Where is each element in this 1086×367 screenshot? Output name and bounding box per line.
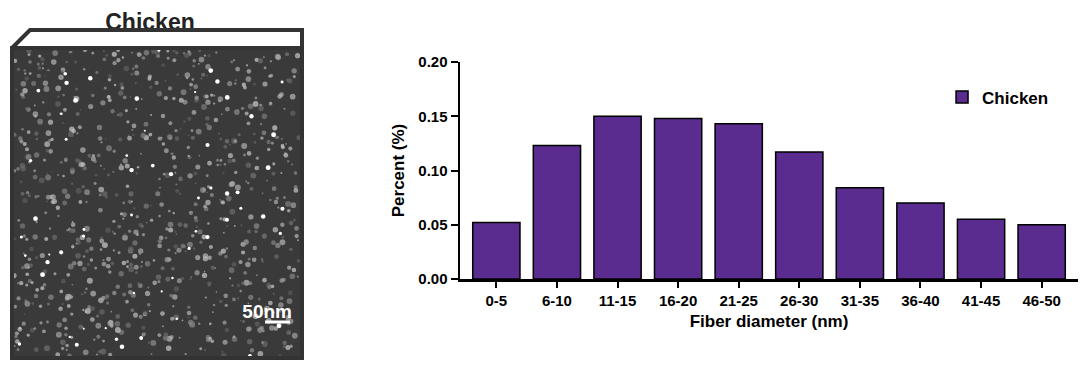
svg-text:0.10: 0.10 [418,162,447,179]
svg-text:50nm: 50nm [242,301,292,322]
svg-text:36-40: 36-40 [901,292,939,309]
svg-text:0.15: 0.15 [418,108,447,125]
svg-text:0.00: 0.00 [418,270,447,287]
svg-text:6-10: 6-10 [542,292,572,309]
svg-text:21-25: 21-25 [720,292,758,309]
svg-text:16-20: 16-20 [659,292,697,309]
svg-text:0.20: 0.20 [418,53,447,70]
svg-text:26-30: 26-30 [780,292,818,309]
svg-text:41-45: 41-45 [962,292,1000,309]
svg-text:Chicken: Chicken [105,9,195,35]
svg-text:Percent (%): Percent (%) [389,124,408,218]
svg-text:0.05: 0.05 [418,216,447,233]
svg-text:0-5: 0-5 [486,292,508,309]
svg-text:11-15: 11-15 [599,292,637,309]
svg-text:46-50: 46-50 [1022,292,1060,309]
svg-text:Chicken: Chicken [982,89,1048,108]
svg-text:Fiber diameter (nm): Fiber diameter (nm) [690,312,849,331]
svg-text:31-35: 31-35 [841,292,879,309]
